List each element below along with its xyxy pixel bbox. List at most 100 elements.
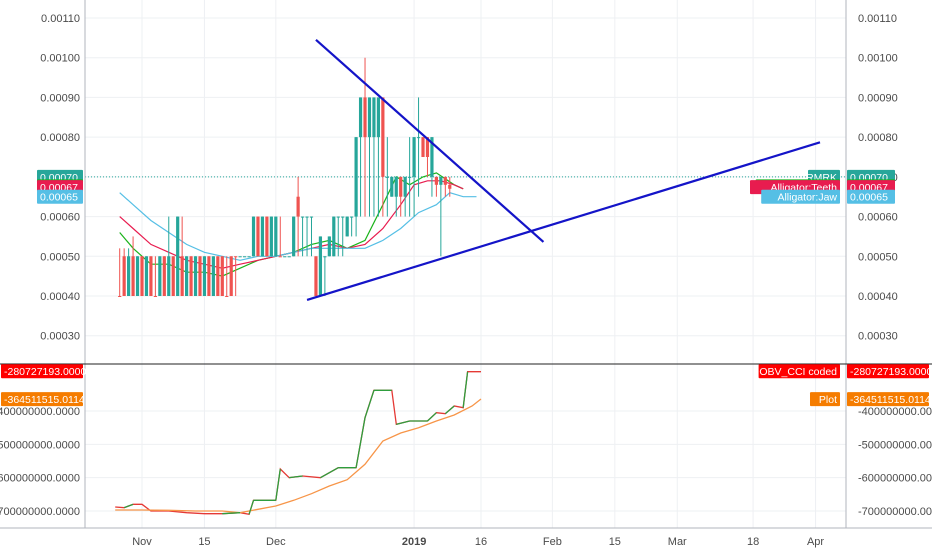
time-tick-label: 15 [609, 536, 621, 548]
trend-line[interactable] [315, 39, 545, 243]
candle-body [336, 216, 340, 218]
axis-labels: 0.00110 0.00110 0.00100 0.00100 0.00090 0.000… [0, 13, 932, 548]
candle-body [211, 256, 215, 296]
candle-body [394, 176, 398, 197]
left-price-badge-bg[interactable] [37, 189, 83, 204]
indicator-tick-label-left: -700000000.0000 [0, 506, 80, 518]
indicator-tick-label-left: -600000000.0000 [0, 473, 80, 485]
price-tick-label-left: 0.00100 [40, 53, 80, 65]
indicator-tick-label-right: -400000000.0000 [858, 406, 932, 418]
candle-body [367, 97, 372, 138]
indicator-segment-rising [123, 503, 134, 509]
candle-body [118, 296, 122, 297]
candle-body [251, 216, 256, 257]
candle-body [390, 176, 394, 197]
price-tick-label-right: 0.00090 [858, 92, 898, 104]
candle-body [354, 137, 358, 217]
candle-body [202, 256, 207, 296]
indicator-line-obvccicoded [115, 371, 481, 516]
price-tick-label-right: 0.00110 [858, 13, 897, 25]
price-tick-label-right: 0.00030 [858, 331, 898, 343]
indicator-segment-rising [364, 390, 375, 418]
time-tick-label: Dec [266, 536, 286, 548]
candle-body [135, 256, 140, 296]
right-indicator-badge-bg[interactable] [847, 364, 929, 379]
candle-body [171, 256, 175, 296]
candle-body [229, 256, 233, 296]
candle-body [372, 97, 376, 138]
indicator-tick-label-right: -600000000.0000 [858, 473, 932, 485]
indicator-name-badge-text: Plot [819, 394, 837, 406]
candle-body [350, 216, 354, 218]
candle-body [234, 256, 238, 258]
trend-line[interactable] [306, 141, 821, 302]
candle-body [278, 256, 282, 258]
candle-body [300, 216, 305, 218]
series-line-alligatorteeth [119, 180, 464, 269]
candle-body [345, 216, 349, 237]
indicator-name-badge-bg[interactable] [758, 364, 840, 379]
left-indicator-badge-bg[interactable] [1, 392, 83, 407]
time-tick-label: Feb [543, 536, 562, 548]
candle-body [225, 296, 229, 297]
indicator-name-badge-bg[interactable] [810, 392, 840, 407]
price-tick-label-left: 0.00080 [40, 132, 80, 144]
candle-body [238, 256, 242, 258]
candle-body [185, 256, 189, 296]
left-indicator-badge-text: -364511515.0114 [4, 394, 85, 406]
candle-body [256, 216, 260, 257]
candle-body [153, 296, 157, 297]
candle-body [247, 256, 251, 258]
candle-body [425, 137, 430, 157]
time-tick-label: 16 [475, 536, 487, 548]
candle-body [309, 216, 314, 218]
indicator-segment-rising [222, 512, 241, 515]
indicator-line-plot [115, 398, 482, 514]
left-price-badge-text: 0.00065 [40, 192, 78, 204]
candle-body [434, 176, 438, 185]
candle-body [220, 256, 224, 296]
candle-body [265, 216, 269, 257]
candle-body [341, 216, 345, 218]
candle-body [385, 176, 389, 178]
candle-body [260, 216, 265, 257]
time-tick-label: 18 [747, 536, 759, 548]
left-indicator-badge-bg[interactable] [1, 364, 83, 379]
candle-body [421, 137, 425, 157]
candle-body [189, 256, 193, 296]
candle-body [376, 97, 381, 138]
time-tick-label: 15 [198, 536, 210, 548]
candle-body [408, 176, 412, 178]
candle-body [358, 97, 363, 138]
indicator-segment-rising [396, 420, 410, 425]
price-tick-label-right: 0.00080 [858, 132, 898, 144]
indicator-segment-rising [275, 468, 281, 501]
candle-body [416, 137, 421, 139]
candle-body [131, 256, 135, 296]
indicator-segment-rising [444, 405, 455, 415]
indicator-segment-rising [427, 412, 437, 422]
candle-body [207, 256, 211, 296]
series-name-badge-bg[interactable] [761, 189, 840, 204]
right-indicator-badge-bg[interactable] [847, 392, 929, 407]
candle-body [176, 216, 180, 296]
candle-body [327, 236, 331, 257]
candle-body [403, 176, 407, 197]
indicator-tick-label-right: -500000000.0000 [858, 439, 932, 451]
candle-body [448, 184, 452, 189]
candle-body [287, 256, 291, 258]
candle-body [158, 256, 162, 296]
candle-body [430, 137, 434, 177]
candle-body [439, 176, 443, 185]
candle-body [122, 256, 126, 296]
pane-frame [0, 0, 932, 529]
candle-body [274, 216, 278, 257]
candle-body [127, 256, 131, 296]
candle-body [180, 256, 184, 296]
candle-body [323, 256, 327, 258]
right-value-badge-bg[interactable] [847, 189, 895, 204]
indicator-tick-label-right: -700000000.0000 [858, 506, 932, 518]
price-tick-label-left: 0.00060 [40, 212, 80, 224]
indicator-segment-rising [320, 467, 339, 479]
